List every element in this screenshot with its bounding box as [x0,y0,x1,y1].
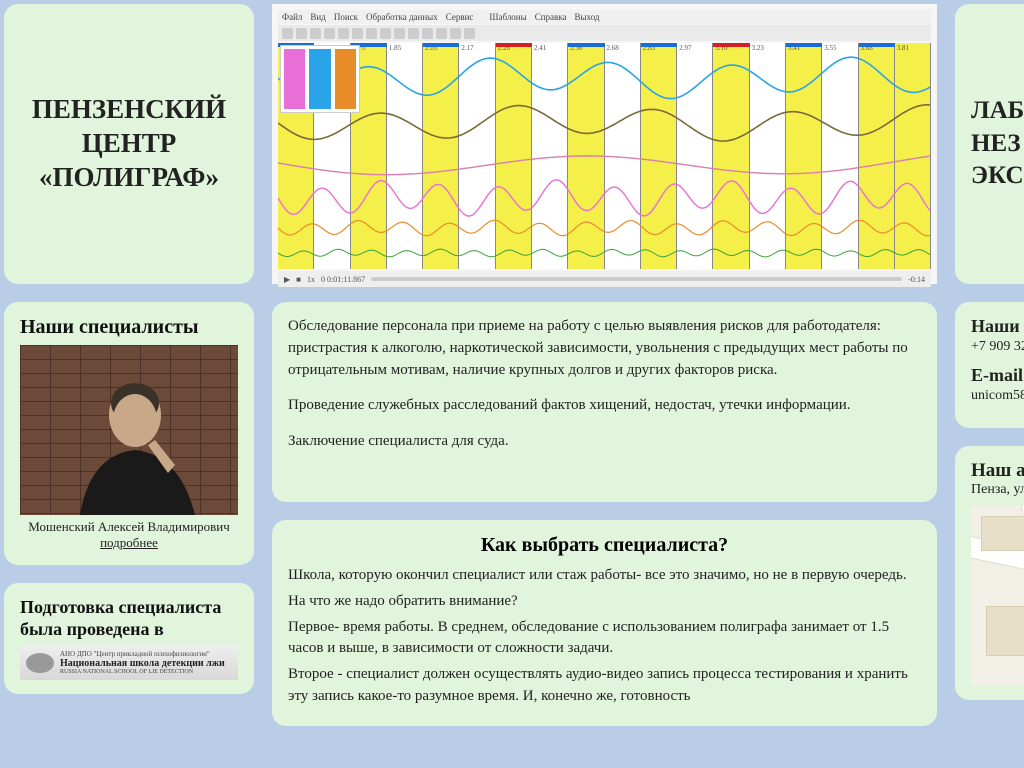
specialist-more-link[interactable]: подробнее [20,535,238,551]
specialist-name: Мошенский Алексей Владимирович [20,519,238,535]
left-column: Наши специалисты Мошенский Алексей Влади… [4,302,254,726]
polygraph-screenshot: ФайлВидПоискОбработка данныхСервисШаблон… [272,4,937,284]
phone-value: +7 909 32 [971,339,1024,355]
training-logo-main: Национальная школа детекции лжи [60,658,225,669]
page-root: ПЕНЗЕНСКИЙ ЦЕНТР «ПОЛИГРАФ» ФайлВидПоиск… [0,0,1024,726]
article-card: Как выбрать специалиста? Школа, которую … [272,520,937,726]
article-p2: На что же надо обратить внимание? [288,591,921,613]
center-column: Обследование персонала при приеме на раб… [272,302,937,726]
specialists-card: Наши специалисты Мошенский Алексей Влади… [4,302,254,565]
intro-card: Обследование персонала при приеме на раб… [272,302,937,502]
email-label: E-mail [971,365,1024,386]
specialist-photo [20,345,238,515]
contacts-card: Наши +7 909 32 E-mail unicom58 [955,302,1024,428]
polygraph-legend [280,45,360,113]
address-text: Пенза, ул [971,482,1024,498]
article-p3: Первое- время работы. В среднем, обследо… [288,617,921,661]
polygraph-end: -0:14 [908,275,925,284]
address-card: Наш а Пенза, ул 10Ac1 [955,446,1024,700]
email-value: unicom58 [971,388,1024,404]
specialists-heading: Наши специалисты [20,316,238,339]
polygraph-footer: ▶■1x 0 0:01:11.867 -0:14 [278,271,931,287]
address-label: Наш а [971,460,1024,482]
intro-p1: Обследование персонала при приеме на раб… [288,316,921,381]
training-logo-sub: RUSSIA NATIONAL SCHOOL OF LIE DETECTION [60,669,225,676]
right-title: ЛАБ НЕЗ ЭКС [971,95,1024,193]
training-logo: АНО ДПО "Центр прикладной психофизиологи… [20,646,238,680]
training-logo-top: АНО ДПО "Центр прикладной психофизиологи… [60,651,225,659]
right-column: Наши +7 909 32 E-mail unicom58 Наш а Пен… [955,302,1024,726]
polygraph-menubar: ФайлВидПоискОбработка данныхСервисШаблон… [278,10,931,24]
right-title-card: ЛАБ НЕЗ ЭКС [955,4,1024,284]
intro-p3: Заключение специалиста для суда. [288,431,921,453]
phone-label: Наши [971,316,1024,337]
training-heading: Подготовка специалиста была проведена в [20,597,238,640]
polygraph-time: 0 0:01:11.867 [321,275,365,284]
intro-p2: Проведение служебных расследований факто… [288,395,921,417]
map[interactable]: 10Ac1 [971,506,1024,686]
training-card: Подготовка специалиста была проведена в … [4,583,254,694]
article-p1: Школа, которую окончил специалист или ст… [288,565,921,587]
polygraph-toolbar [278,25,931,41]
site-title-card: ПЕНЗЕНСКИЙ ЦЕНТР «ПОЛИГРАФ» [4,4,254,284]
article-heading: Как выбрать специалиста? [288,534,921,557]
site-title: ПЕНЗЕНСКИЙ ЦЕНТР «ПОЛИГРАФ» [20,93,238,194]
polygraph-chart: 1.561.651.751.852.052.172.282.412.562.68… [278,43,931,269]
article-p4: Второе - специалист должен осуществлять … [288,664,921,708]
